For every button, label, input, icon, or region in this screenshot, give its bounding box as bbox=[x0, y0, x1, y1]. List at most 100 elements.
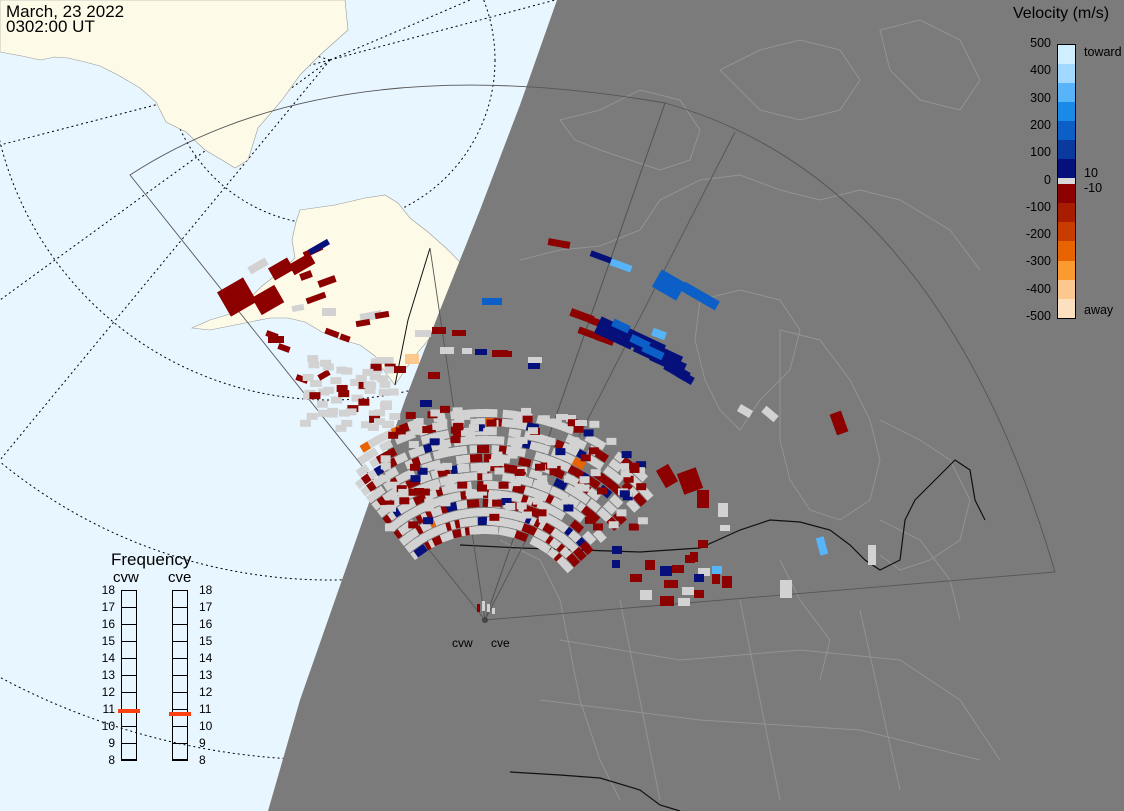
colorbar-toward-label: toward bbox=[1084, 45, 1122, 59]
scatter-cell bbox=[591, 437, 607, 451]
scatter-cell bbox=[593, 523, 604, 531]
frequency-grid-line bbox=[172, 743, 188, 744]
alaska-border bbox=[394, 247, 431, 386]
frequency-tick-label: 14 bbox=[101, 651, 115, 665]
scatter-cell bbox=[612, 546, 622, 554]
scatter-cell bbox=[582, 530, 597, 545]
scatter-cell bbox=[589, 456, 605, 471]
frequency-tick-label: 14 bbox=[199, 651, 213, 665]
scatter-cell bbox=[698, 568, 710, 576]
scatter-cell bbox=[474, 464, 485, 472]
colorbar-segment bbox=[1058, 241, 1075, 261]
scatter-cell bbox=[488, 492, 499, 500]
scatter-cell bbox=[660, 596, 674, 606]
scatter-cell bbox=[697, 490, 709, 508]
colorbar-segment bbox=[1058, 121, 1075, 140]
scatter-cell bbox=[829, 410, 849, 436]
scatter-cell bbox=[637, 517, 648, 525]
scatter-cell bbox=[345, 408, 357, 416]
scatter-cell bbox=[373, 418, 385, 426]
scatter-cell bbox=[437, 419, 448, 427]
scatter-cell bbox=[579, 484, 590, 492]
scatter-cell bbox=[636, 483, 647, 491]
scatter-cell bbox=[572, 546, 587, 562]
scatter-cell bbox=[536, 540, 552, 554]
scatter-cell bbox=[388, 431, 399, 439]
scatter-cell bbox=[492, 451, 503, 459]
scatter-cell bbox=[536, 443, 551, 455]
scatter-cell bbox=[465, 432, 476, 440]
scatter-cell bbox=[469, 453, 483, 463]
scatter-cell bbox=[439, 405, 450, 413]
scatter-cell bbox=[413, 544, 428, 558]
scatter-cell bbox=[415, 330, 431, 337]
scatter-cell bbox=[551, 418, 562, 426]
frequency-tick-label: 11 bbox=[199, 702, 212, 716]
frequency-grid-line bbox=[121, 658, 137, 659]
scatter-cell bbox=[507, 451, 518, 459]
scatter-cell bbox=[514, 468, 525, 476]
scatter-cell bbox=[324, 327, 340, 339]
scatter-cell bbox=[307, 238, 331, 256]
scatter-cell bbox=[621, 451, 632, 459]
scatter-cell bbox=[454, 417, 465, 425]
scatter-cell bbox=[360, 421, 372, 429]
scatter-cell bbox=[442, 462, 453, 470]
scatter-cell bbox=[682, 587, 694, 595]
scatter-cell bbox=[387, 492, 398, 500]
scatter-cell bbox=[440, 499, 451, 507]
scatter-cell bbox=[678, 598, 690, 606]
scatter-cell bbox=[378, 388, 390, 396]
scatter-cell bbox=[444, 482, 455, 490]
scatter-cell bbox=[307, 355, 319, 363]
scatter-cell bbox=[722, 576, 732, 588]
scatter-cell bbox=[620, 470, 631, 478]
colorbar-segment bbox=[1058, 298, 1075, 318]
frequency-tick-label: 10 bbox=[101, 719, 115, 733]
scatter-cell bbox=[521, 511, 532, 519]
frequency-tick-label: 15 bbox=[101, 634, 115, 648]
velocity-colorbar bbox=[1057, 44, 1076, 319]
radar-site-marker bbox=[482, 617, 488, 623]
scatter-cell bbox=[651, 269, 687, 301]
scatter-cell bbox=[532, 497, 543, 505]
scatter-cell bbox=[513, 414, 524, 422]
scatter-cell bbox=[419, 488, 430, 496]
frequency-grid-line bbox=[121, 675, 137, 676]
scatter-cell bbox=[561, 496, 572, 504]
scatter-cell bbox=[384, 366, 396, 374]
scatter-cell bbox=[380, 402, 392, 410]
scatter-cell bbox=[470, 418, 481, 426]
colorbar-segment bbox=[1058, 83, 1075, 102]
frequency-tick-label: 15 bbox=[199, 634, 213, 648]
scatter-cell bbox=[579, 476, 590, 484]
scatter-cell bbox=[364, 447, 379, 461]
scatter-cell bbox=[394, 366, 406, 373]
scatter-cell bbox=[399, 497, 410, 505]
scatter-cell bbox=[335, 424, 347, 432]
scatter-cell bbox=[508, 428, 522, 438]
scatter-cell bbox=[265, 330, 279, 340]
scatter-cell bbox=[612, 560, 620, 568]
scatter-cell bbox=[498, 481, 509, 489]
site-label-cve: cve bbox=[491, 636, 510, 650]
scatter-cell bbox=[355, 318, 371, 328]
scatter-cell bbox=[609, 258, 633, 273]
frequency-grid-line bbox=[172, 624, 188, 625]
scatter-cell bbox=[310, 380, 322, 387]
scatter-cell bbox=[539, 415, 550, 423]
scatter-cell bbox=[405, 411, 416, 419]
scatter-cell bbox=[712, 574, 720, 584]
scatter-cell bbox=[277, 343, 291, 353]
scatter-cell bbox=[430, 409, 441, 417]
colorbar-segment bbox=[1058, 45, 1075, 64]
scatter-cell bbox=[620, 463, 631, 471]
scatter-cell bbox=[510, 479, 521, 487]
scatter-cell bbox=[396, 485, 407, 493]
scatter-cell bbox=[632, 492, 647, 507]
scatter-cell bbox=[623, 475, 634, 483]
frequency-tick-label: 12 bbox=[101, 685, 115, 699]
colorbar-tick-label: -300 bbox=[1025, 254, 1051, 269]
frequency-grid-line bbox=[172, 692, 188, 693]
